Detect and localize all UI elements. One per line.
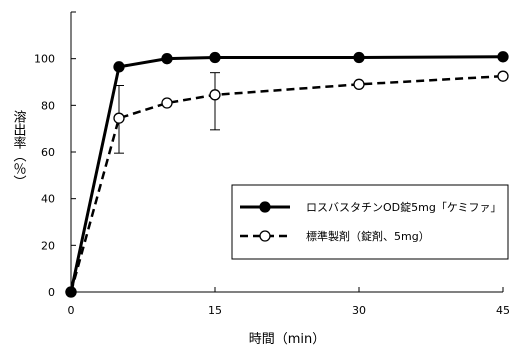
y-tick-label-2: 40 [41, 193, 55, 206]
legend-box [231, 184, 509, 260]
legend-marker-1 [259, 230, 271, 242]
legend-entries: ロスバスタチンOD錠5mg「ケミファ」標準製剤（錠剤、5mg） [240, 200, 502, 243]
data-point-s0-0 [65, 286, 77, 298]
legend: ロスバスタチンOD錠5mg「ケミファ」標準製剤（錠剤、5mg） [231, 184, 509, 260]
data-point-s1-1 [113, 112, 125, 124]
legend-label-0: ロスバスタチンOD錠5mg「ケミファ」 [306, 200, 502, 214]
legend-item-1: 標準製剤（錠剤、5mg） [240, 229, 430, 243]
x-tick-label-1: 15 [208, 304, 222, 317]
data-point-s1-2 [161, 97, 173, 109]
x-ticks: 0 15 30 45 [68, 287, 510, 317]
data-point-s0-4 [353, 51, 365, 64]
x-tick-label-2: 30 [352, 304, 366, 317]
data-point-s1-3 [209, 89, 221, 101]
y-tick-label-0: 0 [48, 286, 55, 299]
y-tick-label-5: 100 [34, 53, 55, 66]
x-tick-label-3: 45 [496, 304, 510, 317]
data-point-s1-5 [497, 70, 509, 82]
data-point-s0-5 [497, 51, 509, 63]
legend-item-0: ロスバスタチンOD錠5mg「ケミファ」 [240, 200, 502, 214]
plot-area [65, 51, 509, 298]
x-axis-title: 時間（min） [249, 332, 326, 347]
y-tick-label-4: 80 [41, 99, 55, 112]
data-point-s0-1 [113, 61, 125, 73]
data-point-s0-2 [161, 53, 173, 65]
error-bar-s1-1 [210, 72, 220, 131]
y-tick-label-3: 60 [41, 146, 55, 159]
data-point-s1-4 [353, 78, 365, 90]
data-point-s0-3 [209, 51, 221, 64]
y-tick-label-1: 20 [41, 239, 55, 252]
x-tick-label-0: 0 [68, 304, 75, 317]
legend-label-1: 標準製剤（錠剤、5mg） [306, 229, 430, 243]
axes: 0 15 30 45 0 20 40 60 80 100 [34, 11, 510, 317]
y-axis-title: 溶出率（％） [11, 110, 27, 188]
series-line-0 [69, 55, 504, 293]
series-line-1 [69, 74, 504, 293]
y-ticks: 0 20 40 60 80 100 [34, 11, 76, 299]
legend-marker-0 [259, 201, 271, 213]
